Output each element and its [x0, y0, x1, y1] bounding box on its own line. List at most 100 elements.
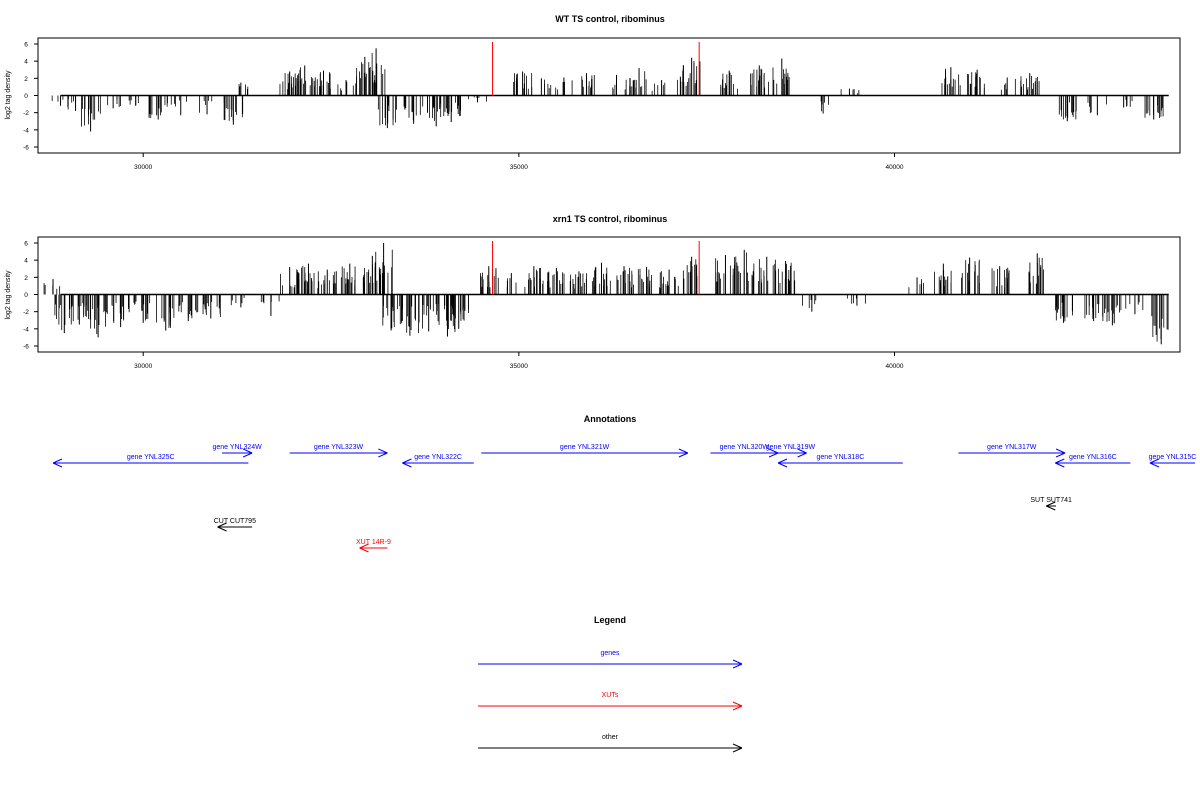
annotation-label: gene YNL325C — [127, 454, 175, 461]
annotation-arrow — [777, 458, 903, 468]
annotation-label: gene YNL322C — [414, 454, 462, 461]
legend-title: Legend — [594, 615, 626, 625]
legend-label: genes — [600, 650, 620, 657]
arrow-head — [242, 448, 253, 454]
annotation-label: XUT 14R-9 — [356, 539, 391, 546]
xrn1-density-panel: xrn1 TS control, ribominus log2 tag dens… — [5, 214, 1181, 371]
y-tick-label: -2 — [23, 110, 29, 117]
arrow-head — [777, 462, 788, 468]
arrow-head — [52, 458, 63, 464]
legend-arrow — [478, 659, 743, 669]
legend-label: XUTs — [602, 692, 619, 699]
arrow-head — [359, 547, 369, 553]
annotation-arrow — [710, 448, 779, 458]
annotation-arrow — [1046, 501, 1057, 511]
y-tick-label: 6 — [24, 42, 28, 49]
arrow-head — [359, 543, 369, 549]
arrow-head — [1055, 458, 1065, 464]
annotation-label: gene YNL318C — [817, 454, 865, 461]
arrow-head — [797, 448, 807, 454]
annotation-label: gene YNL321W — [560, 444, 610, 451]
arrow-head — [1055, 452, 1066, 458]
bar-layer — [43, 241, 1169, 345]
arrow-head — [732, 743, 743, 749]
annotation-label: CUT CUT795 — [214, 518, 256, 525]
annotation-label: gene YNL316C — [1069, 454, 1117, 461]
annotation-label: gene YNL319W — [766, 444, 816, 451]
y-axis-label: log2 tag density — [5, 70, 12, 120]
annotation-arrow — [217, 522, 253, 532]
y-axis-label: log2 tag density — [5, 270, 12, 320]
annotation-label: SUT SUT741 — [1030, 497, 1072, 504]
y-tick-label: 4 — [24, 59, 28, 66]
y-tick-label: 4 — [24, 258, 28, 265]
annotation-arrow — [289, 448, 388, 458]
arrow-head — [402, 458, 412, 464]
arrow-head — [678, 448, 689, 454]
x-tick-label: 35000 — [510, 164, 528, 171]
panel-title: xrn1 TS control, ribominus — [553, 214, 668, 224]
arrow-head — [732, 705, 743, 711]
arrow-head — [217, 526, 227, 532]
arrow-head — [1149, 458, 1160, 464]
arrow-head — [732, 701, 743, 707]
annotation-label: gene YNL323W — [314, 444, 364, 451]
arrow-head — [732, 663, 743, 669]
x-tick-label: 40000 — [885, 363, 903, 370]
annotation-label: gene YNL320W — [720, 444, 770, 451]
y-tick-label: -2 — [23, 309, 29, 316]
y-tick-label: 6 — [24, 241, 28, 248]
legend-panel: Legend genes XUTs other — [478, 615, 743, 753]
y-tick-label: -4 — [23, 127, 29, 134]
arrow-head — [217, 522, 227, 528]
arrow-head — [768, 452, 779, 458]
y-tick-label: 0 — [24, 93, 28, 100]
annotation-arrow — [774, 448, 807, 458]
annotation-arrow — [359, 543, 388, 553]
y-tick-label: -4 — [23, 326, 29, 333]
y-tick-label: -6 — [23, 145, 29, 152]
arrow-head — [378, 452, 388, 458]
legend-items: genes XUTs other — [478, 650, 743, 753]
legend-label: other — [602, 734, 619, 741]
x-tick-label: 40000 — [885, 164, 903, 171]
wt-density-panel: WT TS control, ribominus log2 tag densit… — [5, 14, 1181, 172]
annotation-arrow — [222, 448, 253, 458]
annotation-arrow — [1149, 458, 1196, 468]
arrow-head — [52, 462, 63, 468]
annotation-label: gene YNL315C — [1149, 454, 1197, 461]
y-tick-label: 2 — [24, 275, 28, 282]
annotation-label: gene YNL324W — [212, 444, 262, 451]
arrow-head — [777, 458, 788, 464]
arrow-head — [402, 462, 412, 468]
arrow-head — [678, 452, 689, 458]
arrow-head — [378, 448, 388, 454]
axis-layer: 6 4 2 0 -2 -4 -6 30000 35000 40000 — [23, 42, 904, 172]
arrow-head — [1046, 505, 1056, 511]
annotation-arrow — [52, 458, 249, 468]
legend-arrow — [478, 701, 743, 711]
annotation-arrow — [1055, 458, 1131, 468]
x-tick-label: 35000 — [510, 363, 528, 370]
annotation-arrow — [481, 448, 689, 458]
arrow-head — [732, 747, 743, 753]
annotations-title: Annotations — [584, 414, 637, 424]
annotation-arrow — [958, 448, 1066, 458]
arrow-head — [797, 452, 807, 458]
annotation-arrow — [402, 458, 474, 468]
x-tick-label: 30000 — [134, 164, 152, 171]
annotation-items: gene YNL325C gene YNL324W gene YNL323W gene… — [52, 444, 1197, 553]
bar-layer — [51, 42, 1169, 132]
arrow-head — [732, 659, 743, 665]
arrow-head — [768, 448, 779, 454]
arrow-head — [1055, 448, 1066, 454]
y-tick-label: -6 — [23, 344, 29, 351]
y-tick-label: 2 — [24, 76, 28, 83]
axis-layer: 6 4 2 0 -2 -4 -6 30000 35000 40000 — [23, 241, 904, 371]
arrow-head — [1149, 462, 1160, 468]
panel-title: WT TS control, ribominus — [555, 14, 665, 24]
legend-arrow — [478, 743, 743, 753]
arrow-head — [1046, 501, 1056, 507]
